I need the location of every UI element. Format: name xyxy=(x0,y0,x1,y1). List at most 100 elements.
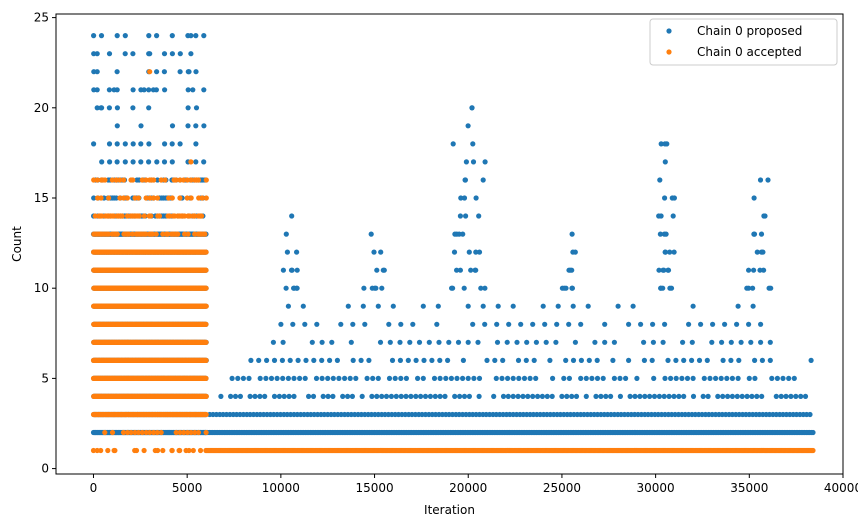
proposed-point xyxy=(154,159,160,165)
proposed-point xyxy=(700,393,706,399)
proposed-point xyxy=(345,393,351,399)
proposed-point xyxy=(94,69,100,75)
proposed-point xyxy=(758,231,765,237)
proposed-point xyxy=(413,357,419,363)
proposed-point xyxy=(193,123,199,129)
proposed-point xyxy=(641,357,648,363)
proposed-point xyxy=(554,321,560,327)
proposed-point xyxy=(375,375,381,381)
proposed-point xyxy=(379,285,385,291)
proposed-point xyxy=(650,321,656,327)
proposed-point xyxy=(466,393,472,399)
proposed-point xyxy=(572,339,579,345)
proposed-point xyxy=(262,393,268,399)
proposed-point xyxy=(689,357,695,363)
proposed-point xyxy=(294,285,300,291)
proposed-point xyxy=(302,375,308,381)
proposed-point xyxy=(603,393,609,399)
proposed-point xyxy=(390,303,396,309)
proposed-point xyxy=(465,375,471,381)
proposed-point xyxy=(347,375,353,381)
proposed-point xyxy=(470,159,477,165)
proposed-point xyxy=(720,393,726,399)
proposed-point xyxy=(353,375,359,381)
proposed-point xyxy=(122,51,128,57)
proposed-point xyxy=(201,159,207,165)
proposed-point xyxy=(651,375,657,381)
proposed-point xyxy=(283,285,289,291)
proposed-point xyxy=(380,267,386,273)
proposed-point xyxy=(94,87,100,93)
proposed-point xyxy=(240,375,246,381)
proposed-point xyxy=(106,51,113,57)
proposed-point xyxy=(561,285,567,291)
proposed-point xyxy=(410,321,416,327)
proposed-point xyxy=(435,303,441,309)
proposed-point xyxy=(94,105,100,111)
proposed-point xyxy=(329,339,335,345)
proposed-point xyxy=(549,393,555,399)
proposed-point xyxy=(734,393,740,399)
proposed-point xyxy=(186,69,192,75)
proposed-point xyxy=(649,357,655,363)
proposed-point xyxy=(114,123,120,129)
proposed-point xyxy=(228,393,234,399)
proposed-point xyxy=(657,177,663,183)
proposed-point xyxy=(146,159,152,165)
proposed-point xyxy=(754,249,760,255)
proposed-point xyxy=(114,105,120,111)
proposed-point xyxy=(294,249,300,255)
proposed-point xyxy=(465,123,471,129)
proposed-point xyxy=(252,393,258,399)
proposed-point xyxy=(374,267,380,273)
proposed-point xyxy=(457,213,463,219)
proposed-point xyxy=(480,177,486,183)
proposed-point xyxy=(553,339,559,345)
proposed-point xyxy=(641,339,647,345)
proposed-point xyxy=(161,51,168,57)
proposed-point xyxy=(690,303,696,309)
proposed-point xyxy=(494,339,501,345)
proposed-point xyxy=(761,267,767,273)
proposed-point xyxy=(193,105,200,111)
proposed-point xyxy=(426,339,432,345)
proposed-point xyxy=(602,321,608,327)
proposed-point xyxy=(427,393,433,399)
proposed-point xyxy=(514,339,520,345)
proposed-point xyxy=(561,375,567,381)
proposed-point xyxy=(429,357,435,363)
proposed-point xyxy=(530,321,536,327)
proposed-point xyxy=(350,321,356,327)
proposed-point xyxy=(386,375,393,381)
proposed-point xyxy=(279,357,285,363)
proposed-point xyxy=(758,249,765,255)
proposed-point xyxy=(284,249,290,255)
proposed-point xyxy=(530,393,536,399)
proposed-point xyxy=(330,393,336,399)
proposed-point xyxy=(563,357,569,363)
proposed-point xyxy=(138,123,144,129)
proposed-point xyxy=(611,375,618,381)
proposed-point xyxy=(303,357,309,363)
proposed-point xyxy=(342,375,348,381)
accepted-point xyxy=(203,375,209,381)
proposed-point xyxy=(493,375,499,381)
proposed-point xyxy=(608,393,614,399)
proposed-point xyxy=(311,357,317,363)
proposed-point xyxy=(650,339,657,345)
proposed-point xyxy=(451,249,458,255)
proposed-point xyxy=(465,303,471,309)
proposed-point xyxy=(673,357,679,363)
proposed-point xyxy=(371,249,377,255)
proposed-point xyxy=(285,375,291,381)
proposed-point xyxy=(663,231,669,237)
accepted-point xyxy=(203,267,209,273)
proposed-point xyxy=(769,375,775,381)
proposed-point xyxy=(475,339,481,345)
proposed-point xyxy=(539,393,546,399)
proposed-point xyxy=(569,231,575,237)
accepted-point xyxy=(147,429,153,436)
proposed-point xyxy=(276,393,282,399)
proposed-point xyxy=(559,393,565,399)
proposed-point xyxy=(201,33,207,39)
